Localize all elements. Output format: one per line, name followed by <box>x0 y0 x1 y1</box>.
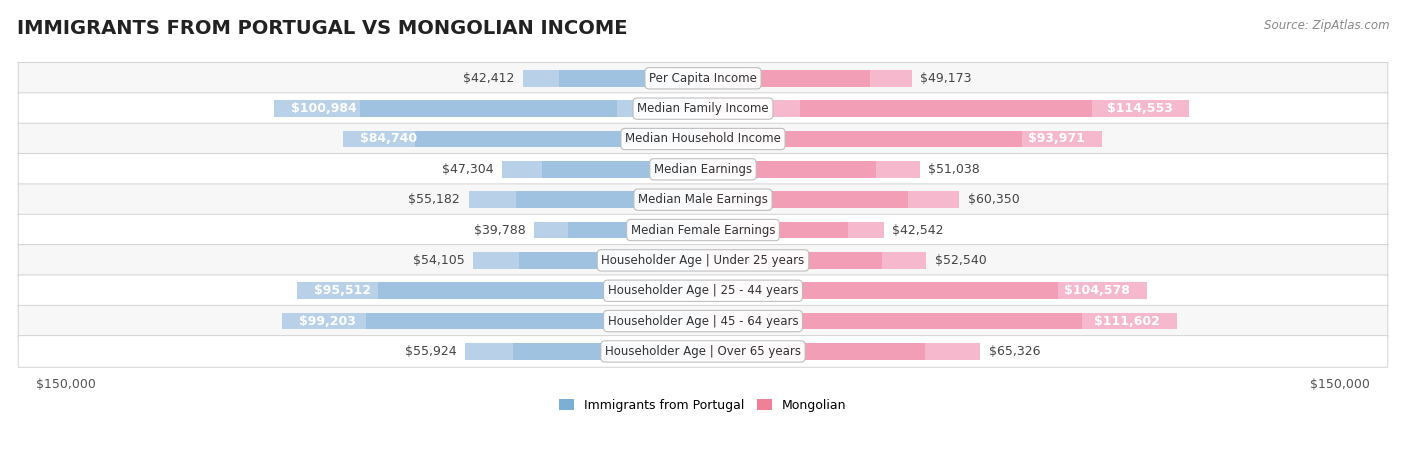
Text: Median Family Income: Median Family Income <box>637 102 769 115</box>
Bar <box>274 100 703 117</box>
Bar <box>560 70 666 86</box>
Bar <box>792 283 1059 299</box>
Text: Per Capita Income: Per Capita Income <box>650 72 756 85</box>
Text: $39,788: $39,788 <box>474 224 526 237</box>
Bar <box>703 283 1147 299</box>
Bar <box>343 131 703 147</box>
Text: Median Household Income: Median Household Income <box>626 133 780 146</box>
Text: $55,182: $55,182 <box>408 193 460 206</box>
Bar <box>703 252 927 269</box>
FancyBboxPatch shape <box>18 154 1388 185</box>
Text: Householder Age | 45 - 64 years: Householder Age | 45 - 64 years <box>607 315 799 327</box>
Bar <box>516 191 657 208</box>
Bar <box>758 343 925 360</box>
Bar <box>523 70 703 86</box>
Text: Median Male Earnings: Median Male Earnings <box>638 193 768 206</box>
Bar <box>519 252 657 269</box>
FancyBboxPatch shape <box>18 93 1388 124</box>
Bar <box>468 191 703 208</box>
Bar <box>474 252 703 269</box>
Bar <box>800 100 1092 117</box>
FancyBboxPatch shape <box>18 123 1388 155</box>
FancyBboxPatch shape <box>18 336 1388 367</box>
Text: $99,203: $99,203 <box>298 315 356 327</box>
Text: $104,578: $104,578 <box>1064 284 1130 297</box>
Bar <box>703 191 959 208</box>
Legend: Immigrants from Portugal, Mongolian: Immigrants from Portugal, Mongolian <box>554 394 852 417</box>
Bar <box>747 161 876 177</box>
Text: $100,984: $100,984 <box>291 102 357 115</box>
Text: $114,553: $114,553 <box>1107 102 1173 115</box>
Text: $54,105: $54,105 <box>413 254 465 267</box>
Text: $42,412: $42,412 <box>463 72 515 85</box>
Text: Householder Age | Under 25 years: Householder Age | Under 25 years <box>602 254 804 267</box>
Bar <box>568 222 669 238</box>
FancyBboxPatch shape <box>18 305 1388 337</box>
Text: Median Female Earnings: Median Female Earnings <box>631 224 775 237</box>
FancyBboxPatch shape <box>18 245 1388 276</box>
Bar <box>534 222 703 238</box>
Bar <box>513 343 655 360</box>
FancyBboxPatch shape <box>18 214 1388 246</box>
Bar <box>360 100 617 117</box>
Text: $84,740: $84,740 <box>360 133 418 146</box>
Bar <box>465 343 703 360</box>
Text: $52,540: $52,540 <box>935 254 987 267</box>
Bar <box>703 222 884 238</box>
Bar <box>281 313 703 329</box>
Text: $93,971: $93,971 <box>1028 133 1085 146</box>
Bar <box>703 70 912 86</box>
Text: $49,173: $49,173 <box>921 72 972 85</box>
Bar <box>415 131 631 147</box>
Text: IMMIGRANTS FROM PORTUGAL VS MONGOLIAN INCOME: IMMIGRANTS FROM PORTUGAL VS MONGOLIAN IN… <box>17 19 627 38</box>
Text: $42,542: $42,542 <box>893 224 943 237</box>
FancyBboxPatch shape <box>18 275 1388 306</box>
FancyBboxPatch shape <box>18 63 1388 94</box>
Bar <box>740 222 848 238</box>
Bar <box>502 161 703 177</box>
Bar <box>297 283 703 299</box>
Bar <box>754 191 908 208</box>
Text: $55,924: $55,924 <box>405 345 457 358</box>
Bar <box>543 161 662 177</box>
Text: $60,350: $60,350 <box>967 193 1019 206</box>
Text: Median Earnings: Median Earnings <box>654 163 752 176</box>
Text: $47,304: $47,304 <box>441 163 494 176</box>
Bar <box>378 283 621 299</box>
Bar <box>748 252 882 269</box>
Bar <box>703 100 1189 117</box>
Bar <box>703 343 980 360</box>
Text: $111,602: $111,602 <box>1094 315 1160 327</box>
Bar <box>745 70 870 86</box>
Bar <box>366 313 619 329</box>
Bar <box>703 161 920 177</box>
Bar <box>783 131 1022 147</box>
Text: Householder Age | 25 - 44 years: Householder Age | 25 - 44 years <box>607 284 799 297</box>
Text: $95,512: $95,512 <box>315 284 371 297</box>
Bar <box>797 313 1083 329</box>
Bar <box>703 131 1102 147</box>
Text: Householder Age | Over 65 years: Householder Age | Over 65 years <box>605 345 801 358</box>
Text: $65,326: $65,326 <box>988 345 1040 358</box>
Bar <box>703 313 1177 329</box>
FancyBboxPatch shape <box>18 184 1388 215</box>
Text: Source: ZipAtlas.com: Source: ZipAtlas.com <box>1264 19 1389 32</box>
Text: $51,038: $51,038 <box>928 163 980 176</box>
